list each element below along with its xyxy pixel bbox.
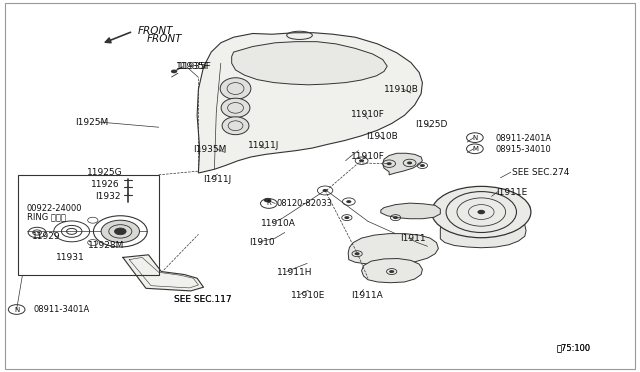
Text: 两75:100: 两75:100 — [557, 343, 591, 352]
Text: N: N — [14, 307, 19, 312]
Text: 11910A: 11910A — [261, 219, 296, 228]
Circle shape — [420, 164, 425, 167]
Circle shape — [264, 198, 271, 202]
Bar — [18, 175, 159, 275]
Text: I1935M: I1935M — [193, 145, 227, 154]
Text: I1910: I1910 — [250, 238, 275, 247]
Text: I1925D: I1925D — [415, 120, 447, 129]
Polygon shape — [383, 153, 422, 175]
Circle shape — [393, 216, 398, 219]
Text: I1911J: I1911J — [204, 175, 232, 184]
Text: 11910F: 11910F — [351, 152, 385, 161]
Polygon shape — [440, 192, 530, 248]
Text: 08911-2401A: 08911-2401A — [496, 134, 552, 143]
Circle shape — [387, 162, 392, 165]
Text: I1925M: I1925M — [76, 118, 109, 127]
Circle shape — [477, 210, 485, 214]
Circle shape — [359, 159, 364, 162]
Ellipse shape — [431, 186, 531, 238]
Text: 00922-24000: 00922-24000 — [27, 204, 83, 213]
Text: RING リング: RING リング — [27, 212, 66, 221]
Text: N: N — [472, 135, 477, 141]
Text: I1932: I1932 — [95, 192, 120, 201]
Text: I1911: I1911 — [400, 234, 426, 243]
Text: 11910F: 11910F — [351, 110, 385, 119]
Polygon shape — [197, 33, 422, 173]
Circle shape — [344, 216, 349, 219]
Text: 08911-3401A: 08911-3401A — [33, 305, 90, 314]
Text: 11926: 11926 — [91, 180, 120, 189]
Circle shape — [171, 70, 177, 73]
Text: 11935F: 11935F — [176, 62, 210, 71]
Text: 两75:100: 两75:100 — [557, 343, 591, 352]
Text: 08120-82033: 08120-82033 — [276, 199, 333, 208]
Text: 11925G: 11925G — [87, 168, 123, 177]
Text: SEE SEC.117: SEE SEC.117 — [174, 295, 232, 304]
Text: 11928M: 11928M — [88, 241, 125, 250]
Ellipse shape — [222, 117, 249, 135]
Text: 11911J: 11911J — [248, 141, 280, 150]
Polygon shape — [381, 203, 440, 219]
Circle shape — [407, 161, 412, 164]
Text: 08915-34010: 08915-34010 — [496, 145, 552, 154]
Ellipse shape — [221, 98, 250, 118]
Text: 11910B: 11910B — [384, 85, 419, 94]
Text: 11929: 11929 — [32, 232, 61, 241]
Text: I1910B: I1910B — [366, 132, 398, 141]
Text: I1911E: I1911E — [496, 188, 527, 197]
Text: 11911H: 11911H — [276, 268, 312, 277]
Text: SEE SEC.274: SEE SEC.274 — [512, 169, 570, 177]
Circle shape — [389, 270, 394, 273]
Circle shape — [355, 252, 360, 255]
Text: I1911A: I1911A — [351, 291, 383, 300]
Text: SEE SEC.117: SEE SEC.117 — [174, 295, 232, 304]
Polygon shape — [348, 234, 438, 265]
Circle shape — [101, 220, 140, 243]
Circle shape — [323, 189, 328, 192]
Circle shape — [346, 200, 351, 203]
Text: R: R — [266, 201, 271, 206]
Polygon shape — [232, 42, 387, 85]
Text: FRONT: FRONT — [138, 26, 173, 36]
Polygon shape — [123, 255, 204, 291]
Text: FRONT: FRONT — [147, 34, 182, 44]
Text: 11931: 11931 — [56, 253, 85, 262]
Circle shape — [115, 228, 126, 235]
Polygon shape — [362, 259, 422, 283]
Text: M: M — [472, 146, 478, 152]
Ellipse shape — [220, 78, 251, 99]
Text: 11910E: 11910E — [291, 291, 326, 300]
Text: 11935F: 11935F — [178, 62, 212, 71]
